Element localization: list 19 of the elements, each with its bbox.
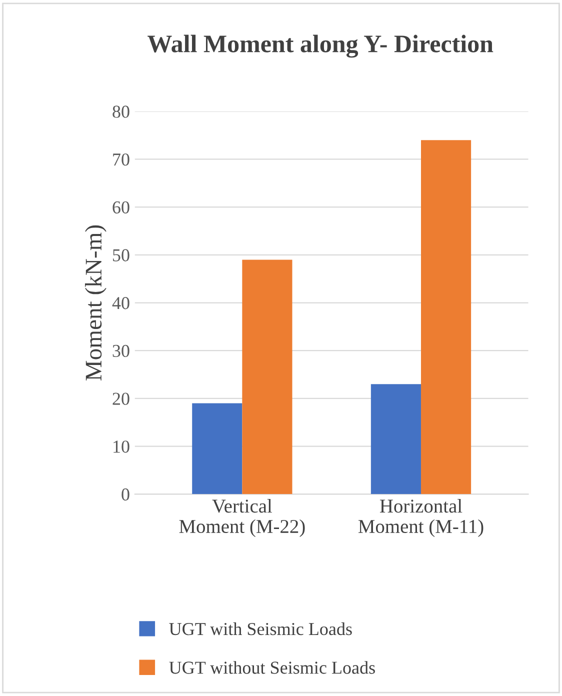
bar	[192, 403, 242, 494]
y-axis-title: Moment (kN-m)	[84, 225, 106, 380]
x-tick-label: Vertical Moment (M-22)	[179, 499, 305, 537]
bar	[420, 140, 472, 494]
y-tick-label: 30	[112, 344, 130, 358]
y-tick-label: 10	[114, 440, 130, 453]
bar	[242, 260, 292, 494]
y-tick-label: 40	[112, 297, 130, 310]
y-tick-label: 50	[113, 249, 130, 262]
x-tick-label: Horizontal Moment (M-11)	[358, 499, 484, 537]
bar	[370, 384, 421, 494]
y-tick-label: 0	[122, 488, 130, 501]
y-tick-label: 60	[112, 201, 130, 214]
y-tick-label: 70	[113, 153, 130, 166]
legend-label: UGT without Seismic Loads	[169, 661, 375, 674]
chart-title: Wall Moment along Y- Direction	[148, 34, 494, 58]
legend-label: UGT with Seismic Loads	[169, 622, 352, 636]
y-tick-label: 80	[112, 106, 130, 118]
y-tick-label: 20	[112, 392, 130, 405]
